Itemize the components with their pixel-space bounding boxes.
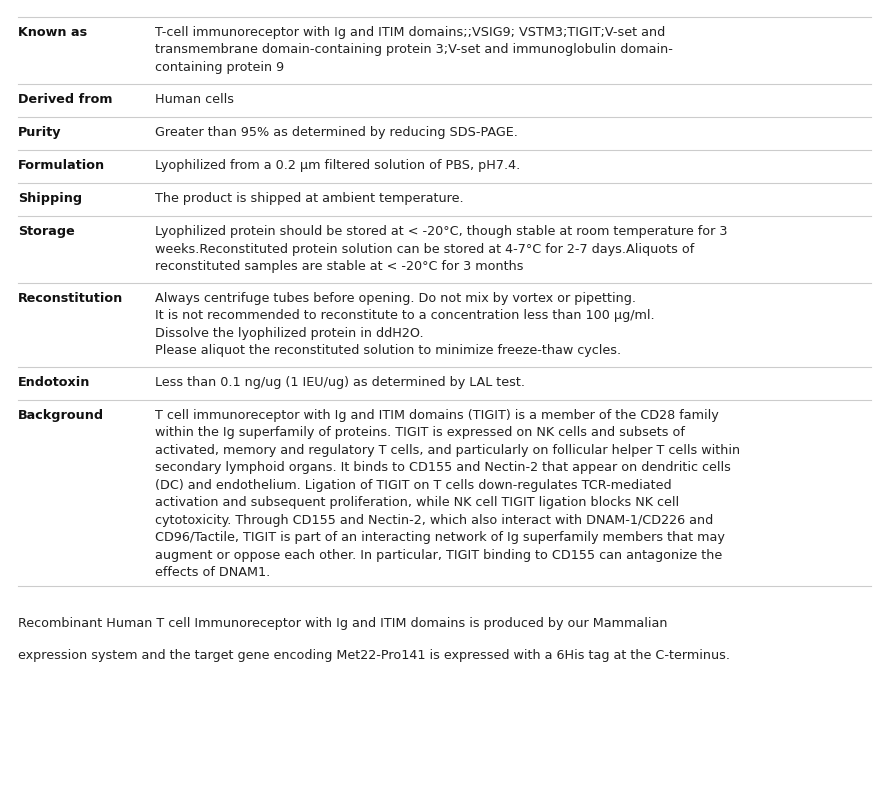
- Text: Recombinant Human T cell Immunoreceptor with Ig and ITIM domains is produced by : Recombinant Human T cell Immunoreceptor …: [18, 616, 668, 630]
- Text: T cell immunoreceptor with Ig and ITIM domains (TIGIT) is a member of the CD28 f: T cell immunoreceptor with Ig and ITIM d…: [155, 408, 741, 579]
- Text: Lyophilized from a 0.2 μm filtered solution of PBS, pH7.4.: Lyophilized from a 0.2 μm filtered solut…: [155, 159, 520, 172]
- Text: Storage: Storage: [18, 225, 75, 237]
- Text: Background: Background: [18, 408, 104, 422]
- Text: Always centrifuge tubes before opening. Do not mix by vortex or pipetting.
It is: Always centrifuge tubes before opening. …: [155, 292, 654, 357]
- Text: Human cells: Human cells: [155, 93, 234, 106]
- Text: Less than 0.1 ng/ug (1 IEU/ug) as determined by LAL test.: Less than 0.1 ng/ug (1 IEU/ug) as determ…: [155, 375, 525, 388]
- Text: Known as: Known as: [18, 26, 87, 39]
- Text: Derived from: Derived from: [18, 93, 113, 106]
- Text: Shipping: Shipping: [18, 192, 82, 205]
- Text: Reconstitution: Reconstitution: [18, 292, 124, 305]
- Text: Lyophilized protein should be stored at < -20°C, though stable at room temperatu: Lyophilized protein should be stored at …: [155, 225, 727, 273]
- Text: Endotoxin: Endotoxin: [18, 375, 91, 388]
- Text: Greater than 95% as determined by reducing SDS-PAGE.: Greater than 95% as determined by reduci…: [155, 126, 518, 139]
- Text: Formulation: Formulation: [18, 159, 105, 172]
- Text: expression system and the target gene encoding Met22-Pro141 is expressed with a : expression system and the target gene en…: [18, 649, 730, 662]
- Text: The product is shipped at ambient temperature.: The product is shipped at ambient temper…: [155, 192, 464, 205]
- Text: T-cell immunoreceptor with Ig and ITIM domains;;VSIG9; VSTM3;TIGIT;V-set and
tra: T-cell immunoreceptor with Ig and ITIM d…: [155, 26, 673, 74]
- Text: Purity: Purity: [18, 126, 61, 139]
